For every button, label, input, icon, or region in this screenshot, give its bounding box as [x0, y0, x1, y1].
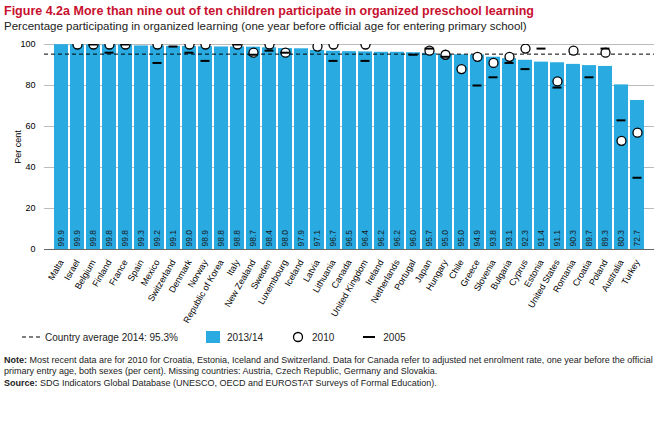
svg-text:95.7: 95.7	[424, 230, 434, 247]
svg-text:Switzerland: Switzerland	[145, 257, 178, 304]
svg-text:95.0: 95.0	[440, 230, 450, 247]
svg-text:96.5: 96.5	[344, 230, 354, 247]
html-text:2010: 2010	[312, 331, 335, 343]
svg-text:Canada: Canada	[329, 257, 354, 291]
svg-text:98.7: 98.7	[248, 230, 258, 247]
svg-text:France: France	[107, 258, 130, 287]
svg-text:0: 0	[30, 244, 35, 254]
svg-text:95.0: 95.0	[456, 230, 466, 247]
svg-text:New Zealand: New Zealand	[222, 257, 258, 309]
svg-text:Per cent: Per cent	[13, 130, 23, 164]
svg-text:Italy: Italy	[224, 257, 242, 278]
svg-text:91.1: 91.1	[552, 230, 562, 247]
svg-text:94.9: 94.9	[472, 230, 482, 247]
svg-text:Sweden: Sweden	[248, 257, 274, 292]
svg-text:96.2: 96.2	[376, 230, 386, 247]
svg-text:89.3: 89.3	[600, 230, 610, 247]
svg-text:Turkey: Turkey	[619, 258, 641, 287]
svg-text:97.1: 97.1	[312, 230, 322, 247]
svg-text:93.1: 93.1	[504, 230, 514, 247]
svg-text:98.8: 98.8	[216, 230, 226, 247]
svg-text:Australia: Australia	[599, 257, 626, 294]
svg-text:99.0: 99.0	[184, 230, 194, 247]
svg-text:99.3: 99.3	[136, 230, 146, 247]
html-text:Source: SDG Indicators Global: Source: SDG Indicators Global Database (…	[4, 377, 437, 388]
svg-text:99.8: 99.8	[88, 230, 98, 247]
svg-text:99.9: 99.9	[56, 230, 66, 247]
svg-text:Estonia: Estonia	[522, 257, 546, 289]
svg-text:Bulgaria: Bulgaria	[489, 258, 514, 292]
svg-text:20: 20	[25, 203, 35, 213]
svg-text:96.7: 96.7	[328, 230, 338, 247]
svg-text:Croatia: Croatia	[570, 257, 594, 289]
svg-text:Republic of Korea: Republic of Korea	[181, 258, 225, 325]
svg-text:96.0: 96.0	[408, 230, 418, 247]
svg-text:99.1: 99.1	[168, 230, 178, 247]
svg-text:96.4: 96.4	[360, 230, 370, 247]
svg-text:80: 80	[25, 80, 35, 90]
svg-text:99.8: 99.8	[120, 230, 130, 247]
svg-text:96.2: 96.2	[392, 230, 402, 247]
svg-text:Israel: Israel	[62, 257, 82, 282]
svg-text:99.2: 99.2	[152, 230, 162, 247]
svg-text:91.4: 91.4	[536, 230, 546, 247]
svg-text:Denmark: Denmark	[166, 257, 194, 295]
svg-text:40: 40	[25, 162, 35, 172]
svg-text:100: 100	[20, 39, 35, 49]
svg-text:Spain: Spain	[125, 257, 146, 283]
html-text:Note: Most recent data are for: Note: Most recent data are for 2010 for …	[4, 355, 653, 377]
svg-text:Belgium: Belgium	[72, 257, 98, 292]
svg-text:Chile: Chile	[446, 257, 466, 281]
svg-text:Japan: Japan	[412, 257, 434, 285]
svg-text:98.0: 98.0	[280, 230, 290, 247]
svg-text:99.9: 99.9	[72, 230, 82, 247]
svg-text:Latvia: Latvia	[301, 257, 322, 284]
svg-text:72.7: 72.7	[632, 230, 642, 247]
svg-text:Portugal: Portugal	[392, 258, 417, 292]
svg-text:Luxembourg: Luxembourg	[256, 257, 290, 307]
svg-text:Greece: Greece	[458, 257, 482, 289]
html-text:2005: 2005	[383, 331, 406, 343]
svg-text:Poland: Poland	[587, 257, 610, 288]
svg-text:Malta: Malta	[46, 257, 66, 282]
svg-text:60: 60	[25, 121, 35, 131]
svg-text:Mexico: Mexico	[138, 257, 162, 288]
svg-text:United Kingdom: United Kingdom	[329, 258, 370, 318]
svg-text:Ireland: Ireland	[363, 257, 386, 287]
svg-text:Hungary: Hungary	[424, 258, 450, 293]
svg-text:97.9: 97.9	[296, 230, 306, 247]
html-text:Country average 2014: 95.3%: Country average 2014: 95.3%	[45, 331, 178, 343]
svg-text:93.8: 93.8	[488, 230, 498, 247]
svg-text:98.9: 98.9	[200, 230, 210, 247]
svg-text:Finland: Finland	[90, 257, 114, 289]
html-text:Percentage participating in or: Percentage participating in organized le…	[4, 20, 527, 32]
svg-text:Lithuania: Lithuania	[310, 257, 338, 295]
svg-text:98.8: 98.8	[232, 230, 242, 247]
svg-text:Netherlands: Netherlands	[368, 257, 402, 305]
svg-text:89.7: 89.7	[584, 230, 594, 247]
svg-text:90.3: 90.3	[568, 230, 578, 247]
svg-text:Cyprus: Cyprus	[506, 257, 530, 288]
svg-text:98.4: 98.4	[264, 230, 274, 247]
svg-text:80.3: 80.3	[616, 230, 626, 247]
html-text:Figure 4.2a More than nine out: Figure 4.2a More than nine out of ten ch…	[4, 4, 534, 18]
svg-text:Slovenia: Slovenia	[471, 257, 498, 293]
html-text:2013/14: 2013/14	[226, 331, 263, 343]
svg-text:United States: United States	[526, 257, 562, 310]
svg-text:92.3: 92.3	[520, 230, 530, 247]
svg-text:Iceland: Iceland	[283, 258, 306, 288]
svg-text:Norway: Norway	[185, 257, 210, 290]
svg-text:99.8: 99.8	[104, 230, 114, 247]
svg-text:Romania: Romania	[551, 257, 578, 295]
